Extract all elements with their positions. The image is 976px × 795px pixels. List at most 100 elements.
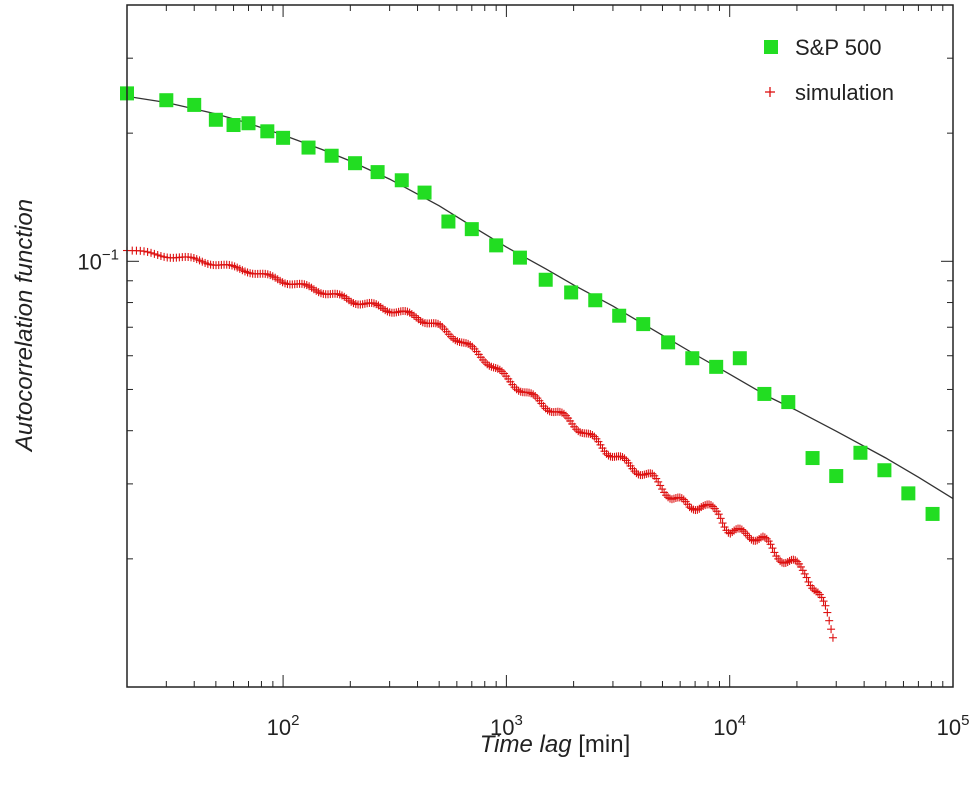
axis-ticks (126, 4, 954, 688)
simulation-point (800, 569, 809, 578)
sp500-point (324, 148, 339, 163)
simulation-point (654, 477, 663, 486)
sp500-point (877, 463, 892, 478)
simulation-point (675, 493, 684, 502)
fit-curve-layer (126, 95, 954, 500)
simulation-point (412, 313, 421, 322)
legend-marker-simulation (765, 87, 775, 97)
simulation-point (821, 601, 830, 610)
simulation-point (461, 339, 470, 348)
simulation-point (730, 526, 739, 535)
simulation-point (823, 608, 832, 617)
sp500-point (512, 250, 527, 265)
simulation-point (525, 388, 534, 397)
simulation-point (751, 536, 760, 545)
fit-curve (126, 95, 954, 500)
plot-frame (126, 4, 954, 688)
simulation-point (529, 390, 538, 399)
sp500-point (757, 386, 772, 401)
x-tick-label: 105 (937, 712, 970, 740)
simulation-point (586, 430, 595, 439)
simulation-point (150, 249, 159, 258)
simulation-point (431, 319, 440, 328)
simulation-point (620, 454, 629, 463)
y-axis-title: Autocorrelation function (11, 199, 38, 453)
simulation-point (827, 625, 836, 634)
simulation-point (630, 467, 639, 476)
simulation-point (596, 440, 605, 449)
simulation-point (720, 523, 729, 532)
sp500-point (853, 445, 868, 460)
simulation-point (677, 494, 686, 503)
y-tick-label: 10−1 (77, 246, 119, 274)
simulation-point (664, 493, 673, 502)
simulation-point (147, 248, 156, 257)
y-tick-labels: 10−1 (77, 246, 119, 274)
sp500-point (348, 156, 363, 171)
simulation-point (658, 485, 667, 494)
simulation-point (737, 525, 746, 534)
simulation-point (632, 469, 641, 478)
sp500-point (441, 214, 456, 229)
sp500-point (636, 317, 651, 332)
simulation-point (804, 577, 813, 586)
simulation-point (825, 616, 834, 625)
sp500-point (226, 118, 241, 133)
simulation-point (687, 504, 696, 513)
simulation-point (798, 566, 807, 575)
simulation-point (489, 363, 498, 372)
simulation-point (652, 474, 661, 483)
simulation-point (527, 389, 536, 398)
x-axis-title: Time lag [min] (480, 731, 631, 758)
x-tick-label: 102 (267, 712, 300, 740)
sp500-point (781, 395, 796, 410)
simulation-point (718, 519, 727, 528)
legend-label-sp500: S&P 500 (795, 35, 881, 60)
legend-label-simulation: simulation (795, 80, 894, 105)
sp500-point (276, 130, 291, 145)
sp500-point (564, 285, 579, 300)
simulation-point (572, 425, 581, 434)
simulation-point (781, 558, 790, 567)
simulation-point (796, 562, 805, 571)
sp500-series (120, 86, 940, 521)
sp500-point (538, 272, 553, 287)
simulation-point (705, 500, 714, 509)
simulation-point (656, 481, 665, 490)
simulation-point (776, 557, 785, 566)
sp500-point (829, 469, 844, 484)
sp500-point (805, 451, 820, 466)
simulation-point (604, 451, 613, 460)
simulation-point (436, 321, 445, 330)
sp500-point (925, 506, 940, 521)
x-tick-label: 103 (490, 712, 523, 740)
sp500-point (417, 185, 432, 200)
sp500-point (301, 140, 316, 155)
x-axis-title-italic: Time lag (480, 731, 572, 758)
simulation-point (747, 535, 756, 544)
simulation-point (153, 250, 162, 259)
simulation-point (770, 548, 779, 557)
simulation-point (140, 247, 149, 256)
sp500-point (464, 222, 479, 237)
sp500-point (208, 112, 223, 127)
simulation-point (510, 383, 519, 392)
simulation-point (602, 449, 611, 458)
simulation-point (760, 533, 769, 542)
simulation-point (768, 544, 777, 553)
simulation-point (724, 528, 733, 537)
simulation-point (714, 510, 723, 519)
sp500-point (732, 351, 747, 366)
sp500-point (709, 359, 724, 374)
simulation-point (559, 409, 568, 418)
simulation-point (514, 386, 523, 395)
simulation-point (495, 365, 504, 374)
simulation-point (487, 362, 496, 371)
sp500-point (241, 116, 256, 131)
simulation-point (819, 597, 828, 606)
sp500-point (489, 238, 504, 253)
simulation-point (512, 385, 521, 394)
simulation-point (828, 633, 837, 642)
simulation-point (817, 593, 826, 602)
legend-marker-sp500 (764, 40, 778, 54)
